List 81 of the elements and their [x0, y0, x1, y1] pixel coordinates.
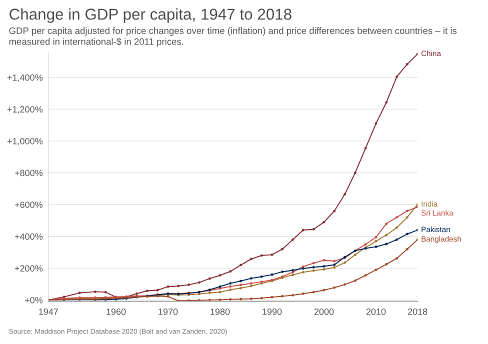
point: [229, 285, 232, 288]
point: [260, 254, 263, 257]
point: [240, 280, 242, 282]
point: [406, 216, 408, 219]
point: [354, 172, 356, 174]
point: [333, 286, 336, 289]
point: [218, 274, 222, 277]
point: [364, 146, 367, 150]
y-tick-label: +600%: [14, 202, 43, 208]
point: [312, 228, 315, 231]
point: [104, 290, 107, 294]
point: [385, 234, 388, 236]
x-tick-label: 1947: [39, 308, 58, 315]
chart-subtitle: GDP per capita adjusted for price changes over time (inflation) and price differences between countries – it is measured in international-$ in 2011 prices.: [9, 27, 457, 47]
point: [406, 62, 408, 66]
point: [250, 277, 252, 280]
point: [364, 274, 367, 277]
point: [250, 298, 252, 300]
x-tick-label: 1970: [158, 308, 178, 315]
x-tick-label: 1990: [262, 308, 282, 315]
point: [229, 282, 232, 285]
point: [146, 290, 148, 292]
point: [312, 262, 315, 264]
y-tick-label: +1,000%: [7, 138, 43, 146]
point: [292, 294, 294, 297]
point: [240, 298, 242, 300]
y-tick-label: +1,200%: [7, 106, 43, 114]
point: [292, 238, 294, 241]
point: [374, 236, 378, 238]
point: [250, 282, 252, 285]
point: [229, 270, 232, 273]
line-series: [48, 52, 418, 302]
point: [208, 277, 211, 280]
point: [156, 288, 159, 292]
point: [218, 290, 222, 294]
point: [385, 101, 388, 104]
y-tick-label: +1,400%: [7, 74, 43, 82]
point: [240, 264, 242, 266]
point: [270, 296, 274, 298]
point: [302, 292, 304, 295]
point: [229, 298, 232, 301]
point: [333, 210, 336, 212]
point: [374, 268, 378, 272]
y-tick-label: +400%: [14, 233, 43, 240]
point: [270, 253, 274, 256]
point: [260, 275, 263, 278]
point: [385, 242, 388, 246]
point: [94, 290, 96, 294]
x-tick-label: 2010: [366, 308, 386, 315]
y-tick-label: +200%: [14, 265, 43, 272]
point: [177, 284, 180, 288]
point: [344, 283, 346, 286]
x-tick-label: 1960: [106, 308, 126, 315]
point: [166, 285, 170, 288]
x-tick-label: 2000: [314, 308, 334, 315]
point: [208, 292, 211, 294]
point: [188, 284, 190, 286]
point: [322, 220, 326, 224]
point: [406, 232, 408, 236]
x-tick-label: 1980: [210, 308, 230, 315]
point: [240, 286, 242, 290]
point: [333, 266, 336, 269]
point: [312, 269, 315, 272]
point: [322, 268, 326, 271]
point: [292, 274, 294, 276]
point: [322, 265, 326, 268]
chart-title: Change in GDP per capita, 1947 to 2018: [10, 8, 292, 23]
point: [270, 273, 274, 276]
point: [198, 281, 200, 284]
point: [260, 296, 263, 300]
point: [240, 284, 242, 286]
point: [78, 292, 81, 294]
y-tick-label: +0%: [24, 297, 43, 304]
point: [364, 243, 367, 246]
point: [322, 288, 326, 292]
point: [312, 290, 315, 294]
x-tick-label: 2018: [408, 308, 428, 315]
y-tick-label: +800%: [14, 170, 43, 176]
point: [281, 248, 284, 250]
point: [250, 284, 252, 288]
point: [218, 298, 222, 301]
